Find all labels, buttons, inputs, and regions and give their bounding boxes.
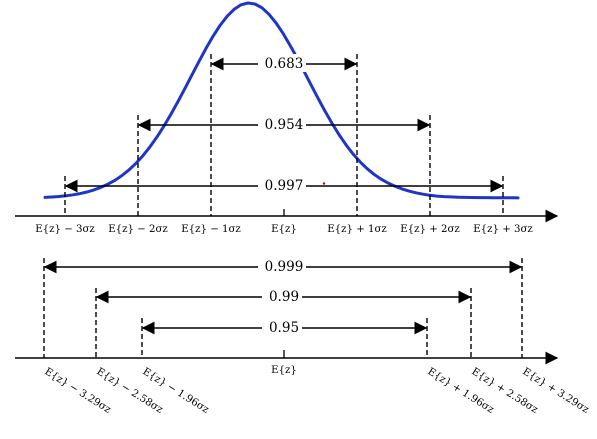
top-axis-label-minus-1: E{z} − 1σz — [181, 224, 241, 235]
interval-label-0.99: 0.99 — [269, 289, 299, 305]
interval-label-bg-0.95 — [262, 318, 302, 336]
top-axis-label-mean: E{z} — [271, 224, 297, 235]
interval-label-0.997: 0.997 — [265, 178, 304, 194]
top-axis-label-plus-1: E{z} + 1σz — [327, 224, 387, 235]
interval-label-bg-0.997 — [258, 176, 306, 194]
interval-label-0.954: 0.954 — [265, 117, 304, 133]
bottom-axis-label-mean: E{z} — [271, 365, 297, 376]
top-axis-label-plus-3: E{z} + 3σz — [473, 224, 533, 235]
top-axis-label-minus-3: E{z} − 3σz — [35, 224, 95, 235]
stray-red-dot — [322, 182, 326, 185]
top-axis-label-plus-2: E{z} + 2σz — [400, 224, 460, 235]
top-axis-label-minus-2: E{z} − 2σz — [108, 224, 168, 235]
interval-label-0.999: 0.999 — [265, 259, 304, 275]
interval-label-bg-0.99 — [262, 287, 302, 305]
interval-label-0.683: 0.683 — [265, 56, 304, 72]
interval-label-bg-0.954 — [258, 115, 306, 133]
normal-distribution-curve — [43, 1, 520, 200]
interval-label-0.95: 0.95 — [269, 320, 299, 336]
interval-label-bg-0.683 — [258, 54, 306, 72]
interval-label-bg-0.999 — [258, 257, 306, 275]
